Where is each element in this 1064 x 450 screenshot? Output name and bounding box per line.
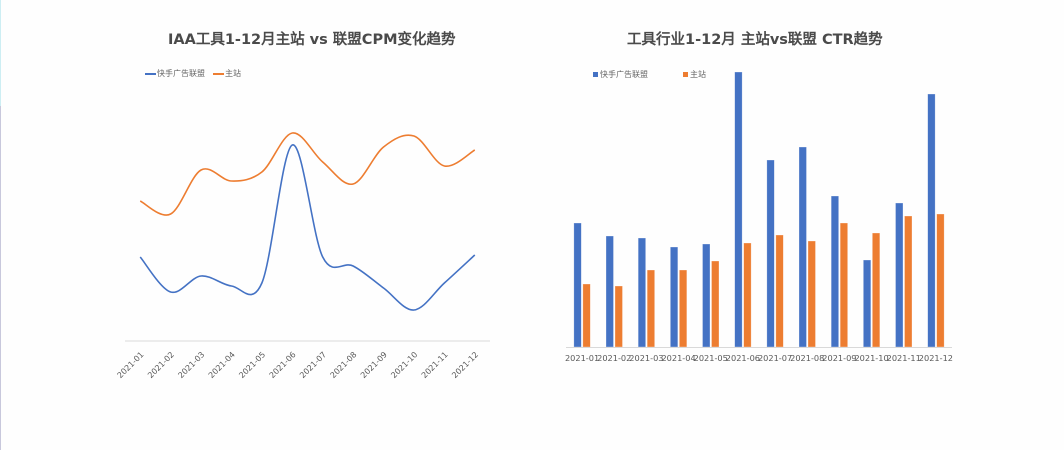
bar-chart-title: 工具行业1-12月 主站vs联盟 CTR趋势 [627, 32, 883, 48]
bar-main[interactable] [936, 213, 945, 348]
bar-union[interactable] [766, 159, 775, 348]
bar-main[interactable] [904, 215, 913, 348]
bar-main[interactable] [679, 269, 688, 348]
x-tick-label: 2021-11 [420, 350, 450, 380]
x-tick-label: 2021-02 [597, 353, 631, 363]
x-tick-label: 2021-09 [359, 350, 389, 380]
x-tick-label: 2021-01 [565, 353, 599, 363]
x-tick-label: 2021-12 [450, 350, 480, 380]
bar-union[interactable] [798, 146, 807, 348]
window-edge [0, 106, 1, 450]
x-tick-label: 2021-09 [822, 353, 856, 363]
legend-square-swatch-icon [593, 72, 598, 77]
line-chart-legend: 快手广告联盟 主站 [145, 68, 241, 79]
legend-label: 快手广告联盟 [157, 69, 205, 78]
x-tick-label: 2021-03 [629, 353, 663, 363]
bar-union[interactable] [573, 222, 582, 348]
bar-main[interactable] [743, 242, 752, 348]
line-chart-title: IAA工具1-12月主站 vs 联盟CPM变化趋势 [168, 32, 456, 48]
legend-line-swatch-icon [213, 72, 224, 75]
x-tick-label: 2021-08 [790, 353, 824, 363]
legend-item-main[interactable]: 主站 [683, 69, 706, 80]
series-line-union[interactable] [139, 144, 476, 311]
bar-chart-legend: 快手广告联盟 主站 [593, 69, 706, 80]
bar-union[interactable] [670, 246, 679, 348]
line-plot-area: 2021-01 2021-02 2021-03 2021-04 2021-05 2021-… [116, 132, 490, 380]
bar-union[interactable] [863, 259, 872, 348]
x-tick-label: 2021-08 [329, 350, 359, 380]
x-tick-label: 2021-12 [919, 353, 953, 363]
series-line-main[interactable] [139, 132, 476, 216]
bar-plot-area: 2021-012021-022021-032021-042021-052021-… [565, 71, 953, 363]
x-tick-label: 2021-06 [268, 350, 298, 380]
window-edge [0, 0, 1, 106]
x-tick-label: 2021-06 [726, 353, 760, 363]
bar-union[interactable] [927, 93, 936, 348]
bar-main[interactable] [872, 232, 881, 348]
legend-item-main[interactable]: 主站 [213, 68, 241, 79]
bar-main[interactable] [646, 269, 655, 348]
bar-main[interactable] [775, 234, 784, 348]
legend-line-swatch-icon [145, 72, 156, 75]
bar-union[interactable] [895, 202, 904, 348]
bar-main[interactable] [839, 222, 848, 348]
bar-union[interactable] [734, 71, 743, 348]
bar-union[interactable] [702, 243, 711, 348]
legend-square-swatch-icon [683, 72, 688, 77]
x-tick-label: 2021-05 [237, 350, 267, 380]
x-tick-label: 2021-04 [661, 353, 695, 363]
legend-label: 主站 [225, 69, 241, 78]
bar-main[interactable] [582, 283, 591, 348]
x-tick-label: 2021-10 [389, 350, 419, 380]
x-tick-label: 2021-02 [146, 350, 176, 380]
bar-union[interactable] [605, 235, 614, 348]
bar-main[interactable] [807, 240, 816, 348]
legend-item-union[interactable]: 快手广告联盟 [593, 69, 648, 80]
x-tick-label: 2021-03 [176, 350, 206, 380]
x-tick-label: 2021-01 [116, 350, 146, 380]
x-tick-label: 2021-07 [298, 350, 328, 380]
x-tick-label: 2021-05 [694, 353, 728, 363]
bar-main[interactable] [614, 285, 623, 348]
x-tick-label: 2021-11 [887, 353, 921, 363]
legend-label: 主站 [690, 70, 706, 79]
x-tick-label: 2021-04 [207, 350, 237, 380]
bar-union[interactable] [830, 195, 839, 348]
legend-label: 快手广告联盟 [600, 70, 648, 79]
bar-union[interactable] [637, 237, 646, 348]
bar-main[interactable] [711, 260, 720, 348]
x-tick-label: 2021-10 [854, 353, 888, 363]
x-tick-label: 2021-07 [758, 353, 792, 363]
legend-item-union[interactable]: 快手广告联盟 [145, 68, 205, 79]
